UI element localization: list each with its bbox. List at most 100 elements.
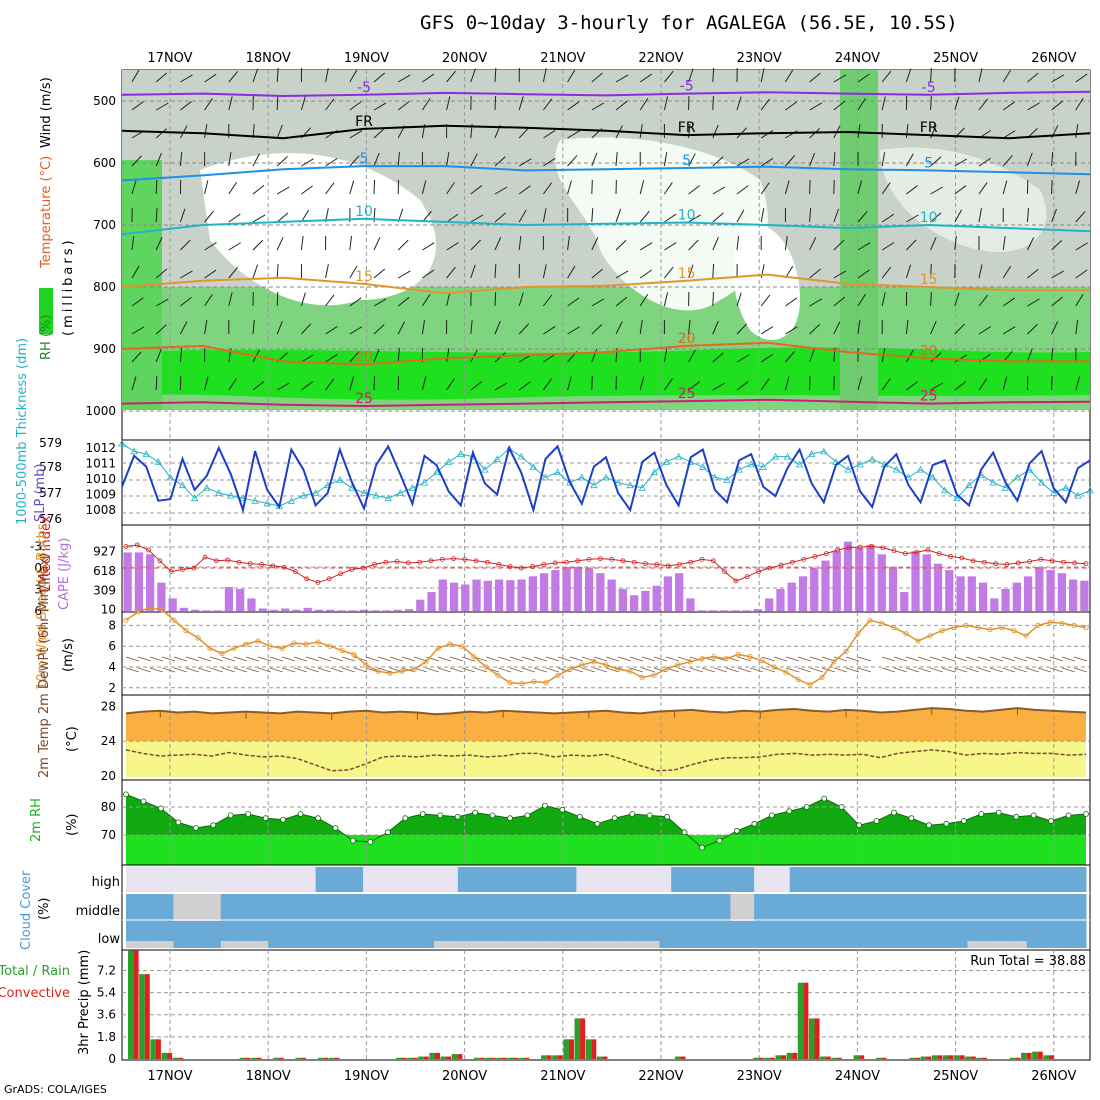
thickness-marker	[759, 463, 767, 470]
wind-barb	[784, 180, 790, 195]
y-tick-label: 70	[101, 828, 116, 842]
li-marker	[620, 558, 626, 564]
wind-barb	[349, 236, 353, 251]
li-marker	[609, 556, 615, 562]
surface-wind-barb	[569, 656, 584, 662]
li-marker	[902, 551, 908, 556]
wind-barb	[591, 324, 603, 335]
thickness-marker	[916, 465, 925, 473]
cloud-cell-low	[1038, 921, 1051, 948]
wind-barb	[1002, 155, 1013, 167]
cloud-cell-low	[694, 921, 708, 948]
rh-moist-layer	[122, 347, 1090, 400]
wind-units-label: (m/s)	[61, 638, 76, 672]
rh-marker	[611, 815, 618, 822]
cloud-cell-high	[256, 867, 269, 892]
wind-barb	[857, 124, 861, 139]
wind-speed-marker	[867, 617, 873, 623]
li-marker	[338, 571, 343, 577]
cloud-cell-middle	[777, 894, 791, 921]
bottom-date-labels: 17NOV 18NOV 19NOV 20NOV 21NOV 22NOV 23NOV 24NOV…	[147, 1069, 1076, 1084]
wind-barb	[784, 376, 790, 391]
cape-bar	[1057, 573, 1066, 611]
cloud-cell-low	[718, 921, 731, 948]
wind-barb	[518, 381, 531, 391]
wind-speed-marker	[975, 624, 981, 631]
cape-bar	[202, 610, 211, 611]
wind-barb	[881, 292, 886, 307]
wind-barb	[470, 214, 484, 223]
li-marker	[304, 576, 310, 582]
wind-barb	[857, 293, 866, 307]
surface-wind-barb	[173, 667, 188, 673]
cloud-cell-high	[149, 867, 163, 892]
rh-panel-label: 2m RH	[29, 798, 44, 842]
surface-wind-barb	[629, 656, 644, 662]
precip-bar-total	[507, 1057, 514, 1059]
rh-marker	[751, 820, 758, 827]
surface-wind-barb	[1073, 667, 1088, 673]
cloud-cell-middle	[149, 894, 163, 921]
rh-marker	[926, 822, 932, 829]
cloud-cell-middle	[825, 894, 838, 921]
rh-marker	[629, 811, 636, 817]
cape-bar	[720, 610, 729, 611]
thickness-marker	[892, 465, 901, 473]
cloud-cell-middle	[967, 894, 980, 921]
wind-barb	[325, 294, 335, 307]
surface-wind-barb	[545, 667, 560, 673]
cape-bar	[922, 554, 931, 611]
surface-wind-barb	[209, 667, 224, 673]
li-marker	[631, 559, 637, 565]
rh-marker	[384, 829, 391, 836]
cape-bar	[303, 607, 312, 611]
cape-bar	[978, 582, 988, 611]
rh-marker	[856, 822, 862, 829]
thickness-marker	[650, 468, 659, 476]
wind-barb	[494, 186, 508, 195]
y-tick-label: 900	[93, 342, 116, 356]
wind-barb	[155, 152, 162, 167]
li-marker	[733, 578, 739, 584]
wind-barb	[663, 378, 673, 391]
rh-marker	[437, 812, 444, 819]
precip-bar-convective	[792, 1052, 798, 1059]
cloud-cell-middle	[1062, 894, 1075, 921]
temperature-line	[125, 707, 1087, 716]
rh-marker	[227, 812, 234, 819]
cloud-cell-high	[588, 867, 601, 892]
wind-barb	[591, 348, 598, 363]
wind-barb	[567, 155, 578, 167]
surface-wind-barb	[221, 667, 236, 673]
surface-wind-barb	[293, 667, 308, 673]
precip-bar-total	[1032, 1051, 1038, 1059]
wind-barb	[349, 155, 360, 167]
precip-bar-total	[674, 1056, 681, 1059]
wind-barb	[325, 353, 338, 363]
rh-marker	[123, 791, 129, 798]
cape-bar	[753, 609, 763, 611]
precip-bar-convective	[1048, 1055, 1054, 1059]
cloud-cell-low	[742, 921, 755, 948]
isotherm-line	[122, 398, 1090, 408]
thickness-marker	[856, 460, 864, 468]
cloud-cell-middle	[943, 894, 957, 921]
thickness-marker	[178, 481, 187, 489]
cape-bar	[337, 610, 346, 611]
y-tick-label: 3.6	[97, 1008, 116, 1022]
wind-barb	[422, 242, 435, 251]
wind-barb	[881, 152, 886, 167]
surface-wind-barb	[257, 667, 272, 673]
cloud-cell-high	[220, 867, 234, 892]
cloud-cell-low-gray	[564, 941, 577, 948]
date-label-top: 19NOV	[344, 51, 389, 66]
cloud-cell-middle	[220, 894, 234, 921]
cloud-cell-high	[884, 867, 897, 892]
li-marker	[835, 547, 840, 553]
y-tick-label: 618	[93, 564, 116, 578]
wind-barb	[833, 100, 846, 111]
cloud-cell-middle	[457, 894, 471, 921]
wind-barb	[954, 158, 968, 167]
temperature-grid	[122, 695, 1090, 780]
rh-marker	[978, 811, 985, 817]
